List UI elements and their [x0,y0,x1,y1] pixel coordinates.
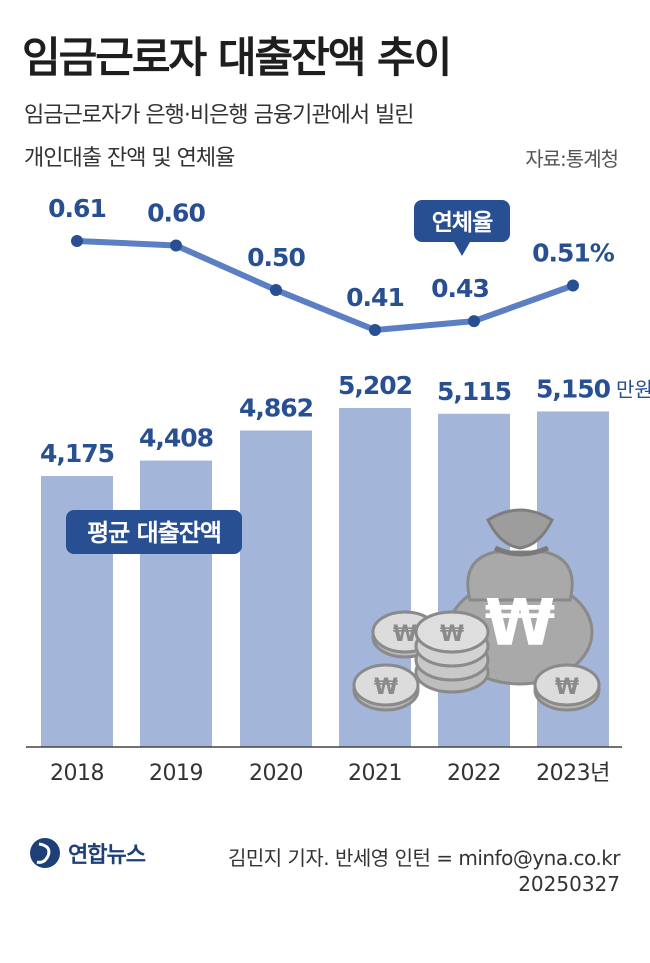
line-value-label: 0.41 [346,283,404,312]
subtitle-line-1: 임금근로자가 은행·비은행 금융기관에서 빌린 [24,103,415,128]
x-tick-label: 2018 [50,761,104,786]
coin-stack-icon: ₩ [414,610,490,694]
line-point [270,283,282,296]
svg-text:₩: ₩ [393,622,417,647]
footer-date: 20250327 [518,872,620,896]
line-value-label: 0.43 [431,274,489,303]
bar-value-label: 5,202 [338,371,412,400]
x-tick-label: 2023년 [536,761,610,786]
bar-unit-label: 만원 [616,377,650,401]
bar-value-label: 5,115 [437,377,511,406]
bar [140,460,212,747]
bar [240,430,312,747]
source-label: 자료:통계청 [525,147,619,171]
rate-line [76,238,575,333]
coin-icon: ₩ [352,663,420,712]
footer-logo: 연합뉴스 [28,836,146,870]
x-tick-label: 2020 [249,761,303,786]
subtitle-line-2: 개인대출 잔액 및 연체율 [24,146,235,171]
line-value-label: 0.61 [48,194,106,223]
footer-credit: 김민지 기자. 반세영 인턴 = minfo@yna.co.kr [227,846,621,870]
svg-text:₩: ₩ [440,622,464,647]
line-point [468,315,480,328]
bar-value-label: 4,408 [139,424,213,453]
bar-value-label: 4,862 [239,394,313,423]
bar-value-label: 4,175 [40,439,114,468]
footer-brand: 연합뉴스 [68,843,146,868]
line-point [71,235,83,247]
line-value-label: 0.60 [147,198,205,227]
line-legend-label: 연체율 [432,210,493,236]
svg-text:₩: ₩ [485,587,556,661]
yonhap-logo-icon [30,838,60,868]
line-value-label: 0.51% [532,239,615,268]
bar-legend-badge: 평균 대출잔액 [66,510,242,554]
line-legend-badge: 연체율 [414,200,510,256]
chart: ₩ ₩ ₩ ₩ ₩ 4,175 4,408 4,862 5,202 5,115 5,150… [26,194,650,786]
line-point [567,279,579,292]
x-tick-label: 2021 [348,761,402,786]
page-title: 임금근로자 대출잔액 추이 [22,33,452,82]
x-tick-label: 2022 [447,761,501,786]
line-value-label: 0.50 [247,243,305,272]
bar-value-label: 5,150 [536,374,611,403]
bar-legend-label: 평균 대출잔액 [87,519,221,547]
svg-text:₩: ₩ [555,675,579,700]
money-bag-illustration: ₩ ₩ ₩ ₩ ₩ [352,508,601,712]
line-point [369,324,381,336]
line-point [170,239,182,252]
x-tick-label: 2019 [149,761,203,786]
svg-text:₩: ₩ [374,675,398,700]
coin-icon: ₩ [533,663,601,712]
